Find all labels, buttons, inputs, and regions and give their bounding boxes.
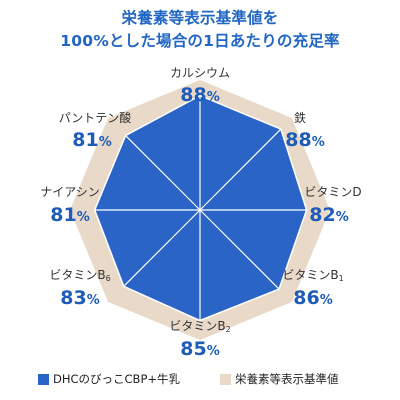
value-label: 88% bbox=[180, 84, 219, 106]
spoke-line bbox=[199, 128, 282, 211]
axis-label: ナイアシン bbox=[40, 185, 100, 199]
spoke-line bbox=[123, 209, 201, 287]
value-label: 81% bbox=[72, 129, 111, 151]
legend-label-reference: 栄養素等表示基準値 bbox=[235, 372, 339, 386]
legend: DHCのびっこCBP+牛乳 栄養素等表示基準値 bbox=[0, 371, 400, 391]
axis-label: ビタミンD bbox=[304, 185, 361, 199]
legend-label-product: DHCのびっこCBP+牛乳 bbox=[53, 372, 181, 386]
value-label: 85% bbox=[180, 338, 219, 360]
axis-label: ビタミンB2 bbox=[169, 319, 230, 334]
legend-item-reference: 栄養素等表示基準値 bbox=[220, 371, 339, 387]
value-label: 83% bbox=[60, 287, 99, 309]
axis-label: ビタミンB6 bbox=[49, 268, 110, 283]
legend-item-product: DHCのびっこCBP+牛乳 bbox=[38, 371, 180, 387]
axis-label: カルシウム bbox=[170, 66, 230, 80]
spoke-line bbox=[125, 135, 201, 211]
legend-swatch-product bbox=[38, 373, 49, 385]
axis-label: 鉄 bbox=[294, 110, 306, 125]
chart-title-line2: 100%とした場合の1日あたりの充足率 bbox=[60, 32, 340, 50]
value-label: 86% bbox=[293, 287, 332, 309]
axis-label: ビタミンB1 bbox=[282, 268, 343, 283]
spoke-line bbox=[199, 209, 280, 290]
axis-label: パントテン酸 bbox=[59, 110, 132, 125]
value-label: 82% bbox=[309, 204, 348, 226]
value-label: 88% bbox=[285, 129, 324, 151]
chart-title-line1: 栄養素等表示基準値を bbox=[121, 9, 279, 27]
legend-swatch-reference bbox=[220, 373, 231, 385]
value-label: 81% bbox=[50, 204, 89, 226]
